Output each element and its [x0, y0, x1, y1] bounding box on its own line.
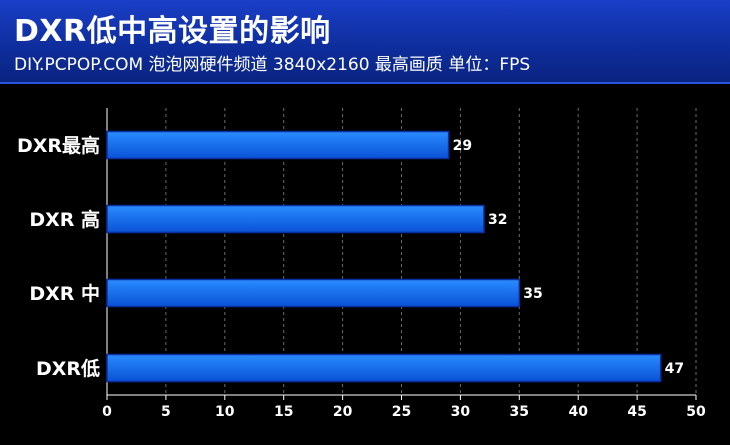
x-tick-label: 40	[568, 404, 588, 420]
chart-subtitle: DIY.PCPOP.COM 泡泡网硬件频道 3840x2160 最高画质 单位：…	[14, 55, 531, 75]
x-tick-label: 0	[102, 404, 112, 420]
data-label: 29	[453, 138, 472, 154]
x-tick-label: 15	[274, 404, 293, 420]
data-label: 47	[665, 361, 684, 377]
y-tick-label: DXR 中	[29, 282, 100, 305]
bar	[106, 278, 521, 308]
chart-title: DXR低中高设置的影响	[14, 14, 331, 49]
bar	[106, 204, 485, 234]
header-banner: DXR低中高设置的影响 DIY.PCPOP.COM 泡泡网硬件频道 3840x2…	[0, 0, 730, 84]
x-tick-label: 10	[215, 404, 235, 420]
x-tick-label: 50	[686, 404, 706, 420]
y-tick-label: DXR低	[36, 357, 100, 380]
data-label: 32	[488, 212, 507, 228]
x-tick-label: 35	[510, 404, 529, 420]
x-tick-label: 30	[451, 404, 471, 420]
y-tick-label: DXR 高	[29, 208, 100, 231]
x-tick-label: 25	[392, 404, 411, 420]
bar	[106, 130, 450, 160]
x-tick-label: 5	[161, 404, 171, 420]
x-tick-label: 45	[627, 404, 646, 420]
bar	[106, 353, 662, 383]
data-label: 35	[523, 286, 542, 302]
x-tick-label: 20	[333, 404, 353, 420]
y-tick-label: DXR最高	[17, 134, 100, 157]
